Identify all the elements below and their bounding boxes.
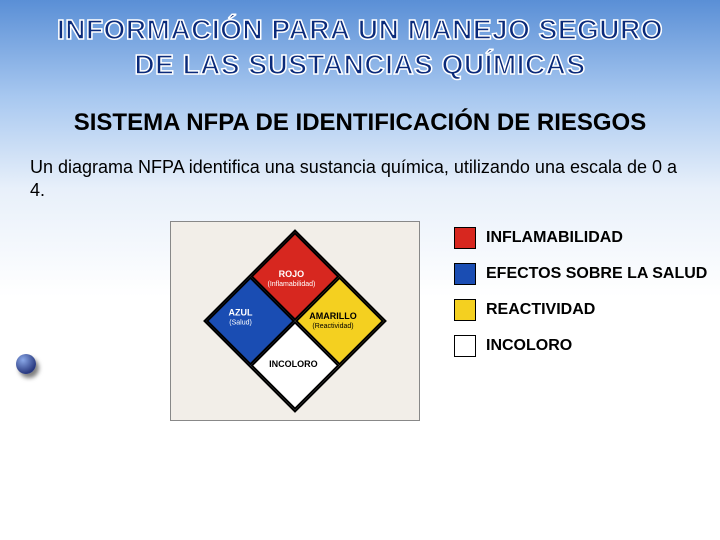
subtitle: SISTEMA NFPA DE IDENTIFICACIÓN DE RIESGO…: [0, 108, 720, 138]
legend-swatch: [454, 263, 476, 285]
diamond-right-label: AMARILLO (Reactividad): [310, 312, 358, 330]
diamond-right-sublabel: (Reactividad): [310, 323, 358, 330]
diamond-left-label-text: AZUL: [229, 307, 253, 317]
legend-item: INFLAMABILIDAD: [454, 227, 707, 249]
legend: INFLAMABILIDAD EFECTOS SOBRE LA SALUD RE…: [454, 227, 707, 357]
diamond-left-label: AZUL (Salud): [229, 308, 253, 326]
main-title: INFORMACIÓN PARA UN MANEJO SEGURO DE LAS…: [0, 0, 720, 82]
nfpa-diamond-figure: ROJO (Inflamabilidad) AMARILLO (Reactivi…: [170, 221, 420, 421]
legend-text: INFLAMABILIDAD: [486, 229, 623, 247]
legend-text: INCOLORO: [486, 337, 572, 355]
title-line2: DE LAS SUSTANCIAS QUÍMICAS: [0, 47, 720, 82]
description: Un diagrama NFPA identifica una sustanci…: [0, 156, 720, 203]
legend-swatch: [454, 335, 476, 357]
legend-text: REACTIVIDAD: [486, 301, 595, 319]
diamond-bottom-label-text: INCOLORO: [269, 358, 318, 368]
legend-swatch: [454, 299, 476, 321]
diamond-top-label-text: ROJO: [279, 269, 305, 279]
diamond-top-sublabel: (Inflamabilidad): [267, 281, 315, 288]
content-row: ROJO (Inflamabilidad) AMARILLO (Reactivi…: [0, 221, 720, 421]
legend-item: REACTIVIDAD: [454, 299, 707, 321]
bullet-icon: [16, 354, 36, 374]
diamond-top-label: ROJO (Inflamabilidad): [267, 270, 315, 288]
nfpa-diamond: ROJO (Inflamabilidad) AMARILLO (Reactivi…: [203, 229, 387, 413]
title-line1: INFORMACIÓN PARA UN MANEJO SEGURO: [0, 12, 720, 47]
diamond-left-sublabel: (Salud): [229, 319, 253, 326]
legend-swatch: [454, 227, 476, 249]
legend-item: EFECTOS SOBRE LA SALUD: [454, 263, 707, 285]
legend-text: EFECTOS SOBRE LA SALUD: [486, 265, 707, 283]
legend-item: INCOLORO: [454, 335, 707, 357]
diamond-right-label-text: AMARILLO: [310, 311, 358, 321]
diamond-bottom-label: INCOLORO: [269, 359, 318, 370]
